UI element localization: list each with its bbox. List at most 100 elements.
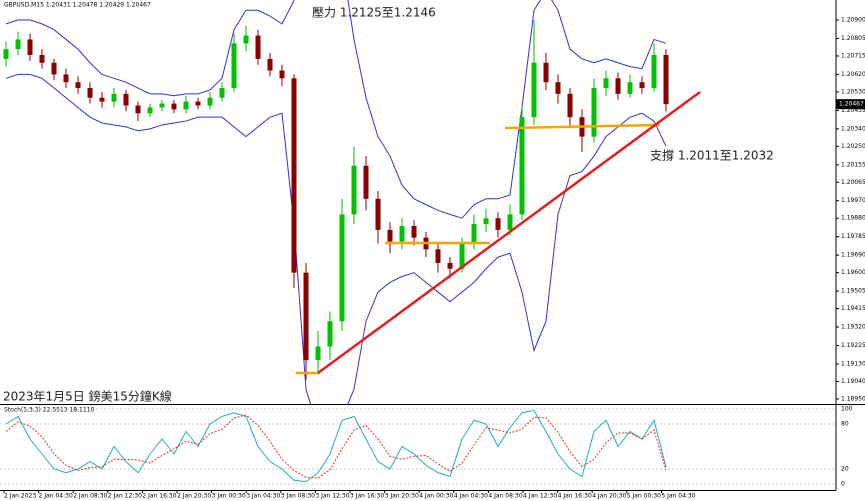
x-tick-label: 4 Jan 04:30 <box>454 493 488 500</box>
y-tick-label: 1.19130 <box>841 360 865 367</box>
candle-body <box>591 88 597 137</box>
candle-body <box>459 243 465 269</box>
candle-body <box>183 101 189 110</box>
candle-body <box>195 101 201 106</box>
candle-body <box>171 103 177 110</box>
y-tick-label: 1.20155 <box>841 161 865 168</box>
x-tick-label: 3 Jan 12:30 <box>315 493 349 500</box>
last-price-box <box>836 99 865 110</box>
candle-body <box>483 218 489 225</box>
y-tick-label: 1.20805 <box>841 35 865 42</box>
candle-body <box>75 82 81 89</box>
stoch-tick-label: 80 <box>841 421 849 428</box>
y-tick-label: 1.20435 <box>841 107 865 114</box>
last-price-label: 1.20467 <box>839 101 864 108</box>
y-tick-label: 1.19785 <box>841 233 865 240</box>
x-tick-label: 5 Jan 04:30 <box>661 493 695 500</box>
x-tick-label: 2 Jan 08:30 <box>73 493 107 500</box>
candle-body <box>3 49 9 59</box>
candle-body <box>15 39 21 50</box>
x-tick-label: 3 Jan 20:30 <box>385 493 419 500</box>
y-tick-label: 1.19320 <box>841 324 865 331</box>
candle-body <box>159 103 165 108</box>
candle-body <box>27 39 33 55</box>
candle-body <box>219 88 225 98</box>
x-tick-label: 4 Jan 16:30 <box>558 493 592 500</box>
candle-body <box>87 88 93 98</box>
y-tick-label: 1.20715 <box>841 52 865 59</box>
x-tick-label: 4 Jan 08:30 <box>488 493 522 500</box>
candle-body <box>363 165 369 199</box>
y-tick-label: 1.19690 <box>841 252 865 259</box>
bollinger-upper <box>5 0 667 219</box>
candle-body <box>603 78 609 89</box>
resistance-annotation: 壓力 1.2125至1.2146 <box>312 6 436 20</box>
x-tick-label: 2 Jan 04:30 <box>39 493 73 500</box>
y-tick-label: 1.20530 <box>841 88 865 95</box>
candle-body <box>231 43 237 89</box>
y-tick-label: 1.20620 <box>841 71 865 78</box>
candle-body <box>279 70 285 79</box>
x-tick-label: 2 Jan 2023 <box>4 493 36 500</box>
chart-title: 2023年1月5日 鎊美15分鐘K線 <box>3 389 172 404</box>
candle-body <box>51 62 57 75</box>
y-tick-label: 1.19880 <box>841 215 865 222</box>
candle-body <box>147 107 153 114</box>
y-tick-label: 1.20250 <box>841 143 865 150</box>
candle-body <box>135 105 141 114</box>
candle-body <box>267 58 273 71</box>
candle-body <box>255 35 261 59</box>
bollinger-lower <box>5 73 667 404</box>
candle-body <box>63 74 69 83</box>
x-tick-label: 2 Jan 16:30 <box>142 493 176 500</box>
y-tick-label: 1.20340 <box>841 125 865 132</box>
y-tick-label: 1.19970 <box>841 197 865 204</box>
y-tick-label: 1.19415 <box>841 305 865 312</box>
candle-body <box>387 229 393 242</box>
candle-body <box>327 321 333 347</box>
trend-line <box>317 90 701 375</box>
y-tick-label: 1.19225 <box>841 342 865 349</box>
candle-body <box>531 62 537 118</box>
candle-body <box>39 54 45 63</box>
candle-body <box>291 78 297 273</box>
candle-body <box>207 97 213 106</box>
support-level <box>504 123 661 130</box>
candle-body <box>495 218 501 230</box>
candle-body <box>99 97 105 102</box>
candle-body <box>351 165 357 215</box>
x-tick-label: 5 Jan 00:30 <box>627 493 661 500</box>
candle-body <box>111 93 117 102</box>
y-tick-label: 1.19040 <box>841 378 865 385</box>
y-tick-label: 1.19600 <box>841 269 865 276</box>
x-tick-label: 3 Jan 00:30 <box>212 493 246 500</box>
stoch-main <box>5 409 667 483</box>
x-tick-label: 2 Jan 20:30 <box>177 493 211 500</box>
x-tick-label: 3 Jan 16:30 <box>350 493 384 500</box>
candle-body <box>399 225 405 242</box>
y-tick-label: 1.18950 <box>841 395 865 402</box>
candle-body <box>651 54 657 89</box>
candle-body <box>543 62 549 83</box>
candle-body <box>339 214 345 322</box>
stoch-tick-label: 20 <box>841 466 849 473</box>
x-tick-label: 4 Jan 00:30 <box>419 493 453 500</box>
x-tick-label: 3 Jan 04:30 <box>246 493 280 500</box>
candle-body <box>375 198 381 230</box>
candle-body <box>303 272 309 361</box>
candle-body <box>519 117 525 215</box>
stoch-header: Stoch(5,3,3) 22.5513 18.1110 <box>4 407 95 414</box>
y-tick-label: 1.20065 <box>841 179 865 186</box>
candle-body <box>123 93 129 106</box>
candle-body <box>243 35 249 44</box>
x-tick-label: 4 Jan 12:30 <box>523 493 557 500</box>
candle-body <box>447 262 453 269</box>
y-tick-label: 1.20900 <box>841 17 865 24</box>
candle-body <box>507 214 513 230</box>
candle-body <box>567 93 573 118</box>
stoch-tick-label: 0 <box>841 481 845 488</box>
main-panel <box>3 0 669 404</box>
candle-body <box>627 82 633 94</box>
x-tick-label: 2 Jan 12:30 <box>108 493 142 500</box>
